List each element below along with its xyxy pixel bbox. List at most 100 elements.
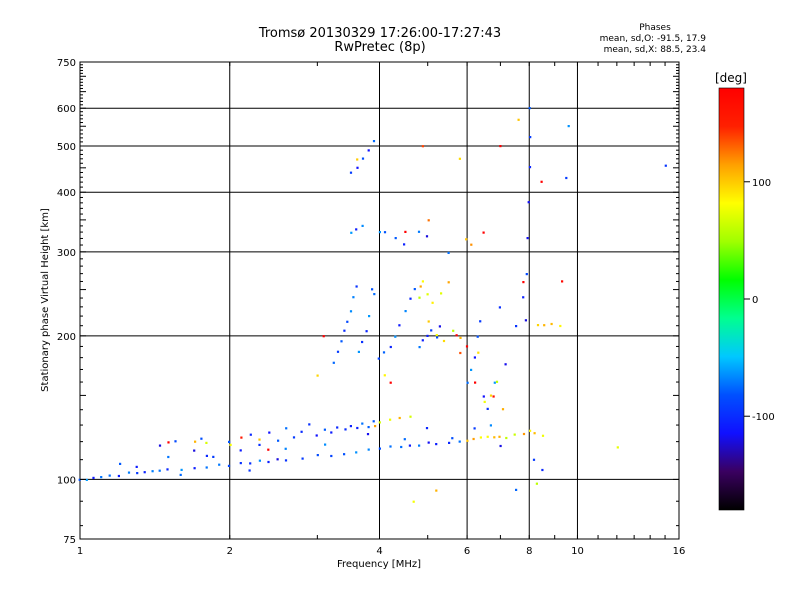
data-point	[427, 219, 430, 222]
data-point	[374, 425, 377, 428]
colorbar-ticks: 100 0 -100	[744, 178, 775, 423]
data-point	[378, 231, 381, 234]
data-point	[167, 441, 170, 444]
data-point	[249, 462, 252, 465]
phases-heading: Phases	[639, 23, 671, 33]
data-point	[458, 157, 461, 160]
data-point	[442, 339, 446, 343]
data-point	[143, 471, 146, 474]
data-point	[352, 296, 355, 299]
data-point	[486, 435, 489, 438]
data-point	[540, 180, 543, 183]
data-point	[356, 426, 359, 430]
data-point	[412, 500, 415, 503]
data-point	[616, 446, 619, 449]
data-point	[427, 320, 430, 323]
data-point	[117, 474, 120, 478]
data-point	[664, 164, 667, 167]
data-point	[543, 324, 546, 327]
data-point	[465, 238, 468, 241]
data-point	[476, 335, 479, 338]
data-point	[378, 421, 381, 424]
data-point	[513, 433, 516, 436]
data-point	[346, 320, 349, 323]
data-point	[425, 427, 429, 430]
chart-subtitle: RwPretec (8p)	[334, 40, 426, 55]
data-point	[426, 334, 429, 337]
data-point	[389, 418, 392, 421]
data-point	[194, 440, 197, 443]
data-point	[193, 467, 196, 470]
data-point	[332, 361, 335, 364]
data-point	[533, 432, 536, 435]
data-point	[541, 434, 545, 437]
data-point	[419, 285, 422, 288]
stat-x-mode: mean, sd,X: 88.5, 23.4	[603, 45, 706, 55]
data-point	[119, 462, 122, 465]
data-point	[473, 356, 476, 359]
data-point	[85, 478, 88, 481]
data-point	[489, 424, 492, 427]
data-point	[451, 437, 454, 440]
data-point	[408, 444, 411, 447]
colorbar-tick-label: -100	[752, 412, 775, 423]
data-point	[526, 237, 529, 240]
data-point	[565, 176, 568, 180]
data-point	[373, 293, 376, 296]
data-point	[413, 288, 416, 291]
y-axis-label: Stationary phase Virtual Height [km]	[40, 208, 51, 392]
data-point	[371, 288, 374, 291]
data-point	[436, 336, 439, 339]
data-point	[276, 458, 279, 461]
data-point	[135, 465, 138, 468]
data-point	[421, 339, 424, 342]
data-point	[284, 447, 287, 450]
x-tick-label: 4	[376, 546, 382, 557]
data-point	[361, 157, 365, 160]
data-point	[108, 474, 111, 477]
data-point	[522, 432, 526, 436]
data-point	[525, 273, 528, 276]
data-point	[498, 435, 501, 438]
data-point	[349, 171, 353, 174]
data-point	[425, 235, 429, 238]
data-point	[504, 363, 507, 366]
data-point	[389, 381, 392, 384]
data-point	[330, 454, 333, 458]
data-point	[430, 329, 433, 332]
data-point	[561, 280, 564, 283]
data-point	[421, 145, 424, 148]
data-point	[365, 330, 368, 333]
data-point	[258, 438, 261, 441]
data-point	[466, 439, 469, 442]
data-point	[240, 436, 243, 439]
data-point	[301, 457, 304, 460]
data-point	[239, 462, 242, 465]
data-point	[174, 440, 177, 443]
data-point	[448, 441, 451, 444]
data-point	[205, 466, 208, 469]
data-point	[361, 340, 364, 344]
data-point	[383, 231, 387, 234]
data-point	[277, 439, 280, 442]
data-point	[389, 445, 392, 448]
data-point	[322, 335, 325, 338]
data-point	[528, 166, 532, 169]
data-point	[394, 237, 397, 240]
y-tick-label: 200	[57, 332, 76, 343]
data-point	[567, 125, 570, 128]
data-point	[127, 471, 131, 474]
axis-ticks: 1 2 4 6 8 10 16 75 100 200 300 400 500 600 750	[57, 58, 685, 557]
data-point	[447, 281, 450, 284]
data-point	[466, 381, 469, 384]
data-point	[455, 334, 458, 337]
data-point	[258, 459, 261, 462]
data-point	[489, 394, 493, 397]
data-point	[499, 444, 502, 448]
data-point	[403, 438, 406, 441]
data-point	[292, 436, 296, 439]
data-point	[400, 445, 403, 449]
data-point	[136, 472, 139, 475]
data-point	[505, 436, 508, 440]
